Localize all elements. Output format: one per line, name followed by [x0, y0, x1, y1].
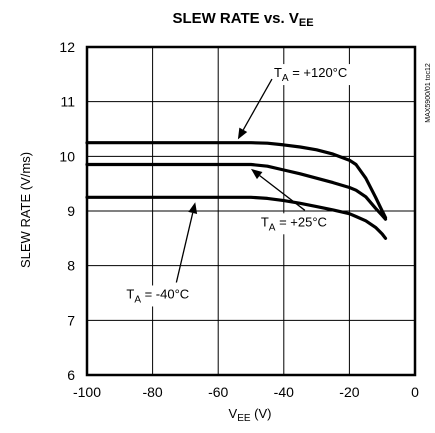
annotation-leader [259, 175, 306, 211]
annotation-arrowhead [251, 168, 263, 180]
annotation-layer: TA = +120°C TA = +25°C TA = -40°C [123, 64, 351, 307]
annotation-label: TA = +120°C [274, 65, 347, 84]
x-axis-ticks: -100 -80 -60 -40 -20 0 [73, 384, 419, 400]
y-tick-label: 7 [67, 312, 75, 328]
y-tick-label: 11 [60, 94, 75, 110]
annotation-label: TA = -40°C [126, 286, 189, 305]
annotation-arrowhead [188, 202, 198, 214]
plot-frame [85, 45, 417, 377]
annotation-leader [175, 212, 194, 283]
annotation-label: TA = +25°C [261, 214, 327, 233]
y-axis-label: SLEW RATE (V/ms) [18, 152, 33, 268]
y-axis-ticks: 6 7 8 9 10 11 12 [59, 39, 75, 383]
x-tick-label: -20 [339, 384, 359, 400]
grid-lines [86, 46, 416, 376]
x-tick-label: -100 [73, 384, 101, 400]
annotation-bg [123, 285, 193, 307]
annotation-arrowhead [237, 127, 248, 140]
y-tick-label: 10 [59, 148, 75, 164]
x-tick-label: -60 [208, 384, 228, 400]
series-line-1 [85, 162, 388, 221]
annotation-bg [257, 213, 330, 235]
y-tick-label: 12 [59, 39, 75, 55]
figure-code-label: MAX5900/01 toc12 [425, 63, 432, 123]
x-tick-label: 0 [411, 384, 419, 400]
y-tick-label: 9 [67, 203, 75, 219]
y-tick-label: 8 [67, 258, 75, 274]
x-tick-label: -80 [142, 384, 162, 400]
annotation-bg [270, 64, 351, 86]
x-axis-label: VEE (V) [229, 406, 272, 424]
series-line-2 [85, 195, 388, 240]
series-layer [85, 141, 388, 240]
chart-title: SLEW RATE vs. VEE [172, 10, 313, 29]
series-line-0 [85, 141, 388, 220]
x-tick-label: -40 [274, 384, 294, 400]
y-tick-label: 6 [67, 367, 75, 383]
annotation-leader [242, 78, 273, 131]
